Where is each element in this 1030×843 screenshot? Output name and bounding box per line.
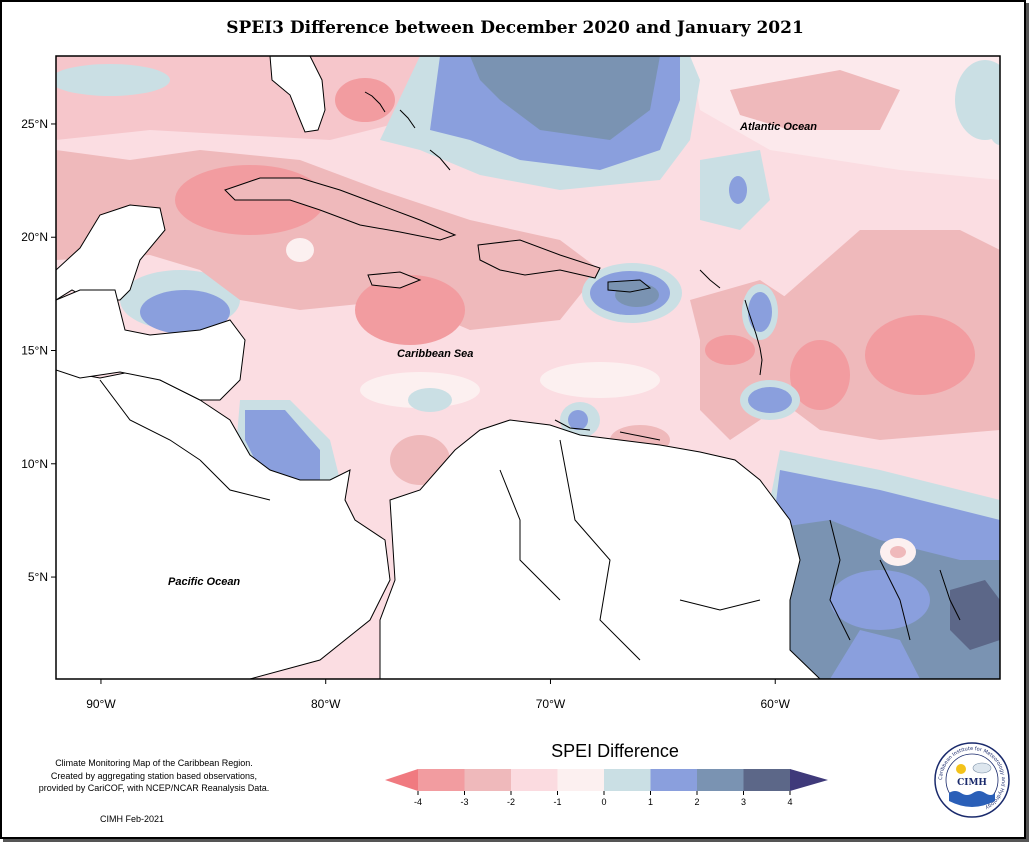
pacific-ocean-label: Pacific Ocean xyxy=(168,576,240,588)
legend-swatch xyxy=(418,769,465,791)
y-tick-label: 25°N xyxy=(21,117,48,131)
logo-name: CIMH xyxy=(957,778,987,788)
legend-tick-label: 0 xyxy=(601,797,606,807)
legend-swatch xyxy=(464,769,512,791)
legend-swatch xyxy=(650,769,698,791)
map-note: Climate Monitoring Map of the Caribbean … xyxy=(20,757,288,795)
x-axis: 90°W 80°W 70°W 60°W xyxy=(86,679,791,711)
legend-swatch xyxy=(511,769,558,791)
legend-swatch xyxy=(604,769,651,791)
x-tick-label: 60°W xyxy=(760,697,790,711)
legend-tick-label: 3 xyxy=(741,797,746,807)
x-tick-label: 90°W xyxy=(86,697,116,711)
credit: CIMH Feb-2021 xyxy=(100,814,165,824)
legend-swatch xyxy=(697,769,744,791)
spei-field xyxy=(56,56,1000,679)
y-tick-label: 20°N xyxy=(21,230,48,244)
country-borders xyxy=(99,379,961,661)
y-axis: 25°N 20°N 15°N 10°N 5°N xyxy=(21,117,56,584)
legend-swatch xyxy=(743,769,791,791)
x-tick-label: 70°W xyxy=(536,697,566,711)
small-islands xyxy=(364,91,763,441)
legend-tick-label: 1 xyxy=(648,797,653,807)
atlantic-ocean-label: Atlantic Ocean xyxy=(739,121,817,133)
caribbean-sea-label: Caribbean Sea xyxy=(397,348,473,360)
legend-tick-label: -2 xyxy=(507,797,515,807)
map-border xyxy=(55,55,1001,680)
y-tick-label: 15°N xyxy=(21,344,48,358)
legend-arrow-low xyxy=(385,769,418,791)
y-tick-label: 5°N xyxy=(28,570,48,584)
legend-arrow-high xyxy=(790,769,828,791)
cimh-logo: Caribbean Institute for Meteorology and … xyxy=(934,742,1010,818)
legend-title: SPEI Difference xyxy=(551,741,679,761)
legend-tick-label: 4 xyxy=(787,797,792,807)
map-title: SPEI3 Difference between December 2020 a… xyxy=(226,18,804,38)
coastlines xyxy=(56,56,821,679)
legend-tick-label: -4 xyxy=(414,797,422,807)
sun-icon xyxy=(956,764,966,774)
note-line-2: Created by aggregating station based obs… xyxy=(50,770,258,781)
legend-tick-label: 2 xyxy=(694,797,699,807)
legend-swatch xyxy=(557,769,605,791)
legend-colorbar: -4 -3 -2 -1 0 1 2 3 4 xyxy=(385,769,828,807)
legend-tick-label: -1 xyxy=(553,797,561,807)
cloud-icon xyxy=(972,762,992,774)
waves-icon xyxy=(949,791,995,807)
note-line-3: provided by CariCOF, with NCEP/NCAR Rean… xyxy=(38,783,270,793)
y-tick-label: 10°N xyxy=(21,457,48,471)
greater-antilles xyxy=(224,177,652,293)
legend-tick-label: -3 xyxy=(460,797,468,807)
note-line-1: Climate Monitoring Map of the Caribbean … xyxy=(55,758,253,768)
x-tick-label: 80°W xyxy=(311,697,341,711)
